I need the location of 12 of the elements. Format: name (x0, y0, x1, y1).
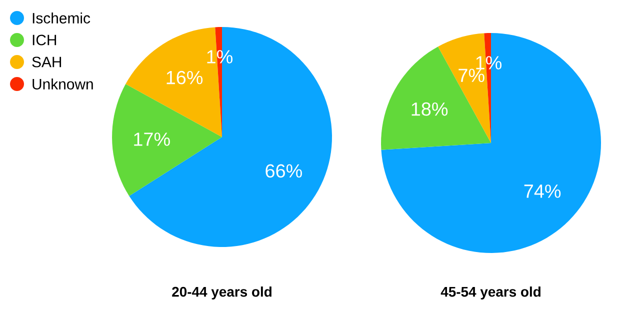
text: 45-54 years old (440, 286, 540, 300)
data-label: 18% (412, 102, 448, 116)
legend-label: Unknown (32, 78, 93, 90)
data-label: 7% (458, 68, 484, 82)
legend-label: SAH (32, 56, 62, 68)
text: 20-44 years old (172, 286, 272, 300)
data-label: 74% (524, 184, 561, 198)
data-label: 17% (134, 132, 170, 146)
legend-label: ICH (32, 34, 56, 46)
data-label: 66% (266, 164, 302, 178)
legend-label: Ischemic (32, 12, 90, 24)
data-label: 16% (166, 70, 203, 84)
